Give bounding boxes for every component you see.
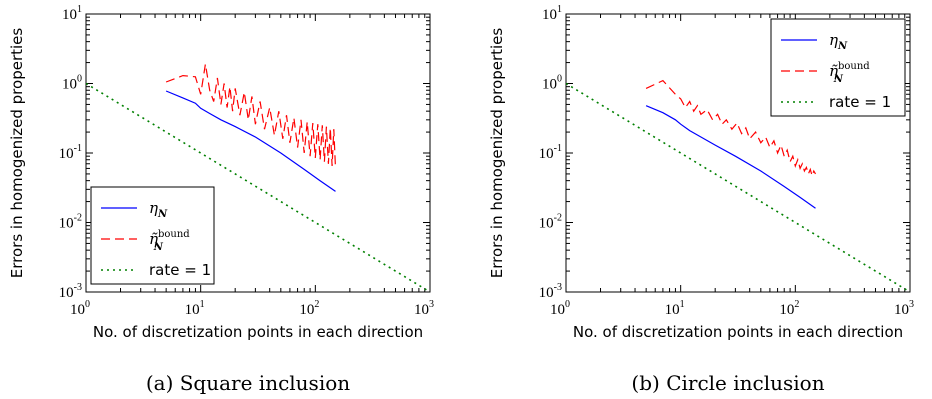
x-tick-label: 103 <box>894 299 914 318</box>
y-tick-label: 100 <box>62 74 82 93</box>
legend-box <box>770 18 906 117</box>
y-tick-label: 10-3 <box>539 282 562 301</box>
legend-box <box>90 186 215 285</box>
series-group <box>566 79 910 292</box>
series-line-1 <box>165 64 337 169</box>
y-tick-label: 10-1 <box>539 143 562 162</box>
x-tick-label: 100 <box>550 299 570 318</box>
series-line-0 <box>165 90 336 192</box>
y-tick-label: 100 <box>542 74 562 93</box>
y-tick-label: 10-2 <box>59 213 82 232</box>
x-tick-label: 101 <box>665 299 685 318</box>
series-line-1 <box>645 79 817 178</box>
x-axis-label: No. of discretization points in each dir… <box>573 323 903 341</box>
y-tick-label: 10-3 <box>59 282 82 301</box>
legend: ηN η̃bound N rate = 1 <box>90 186 215 285</box>
legend-label-2: rate = 1 <box>149 261 211 279</box>
x-tick-label: 101 <box>185 299 205 318</box>
legend-label-1: η̃bound N <box>149 229 190 253</box>
panel-caption: (a) Square inclusion <box>146 371 350 395</box>
chart-panel-square: 100 101 102 103 10-3 10-2 10-1 100 101 No. of di… <box>8 4 434 395</box>
x-tick-label: 103 <box>414 299 434 318</box>
series-line-2 <box>566 82 910 292</box>
series-group <box>86 64 430 292</box>
tick-labels: 100 101 102 103 10-3 10-2 10-1 100 101 <box>59 4 434 318</box>
x-axis-label: No. of discretization points in each dir… <box>93 323 423 341</box>
x-tick-label: 102 <box>299 299 319 318</box>
panel-caption: (b) Circle inclusion <box>631 371 824 395</box>
series-line-2 <box>86 82 430 292</box>
y-axis-label: Errors in homogenized properties <box>488 28 506 279</box>
y-tick-label: 101 <box>62 4 82 23</box>
legend-label-0: ηN <box>829 31 848 52</box>
legend-label-2: rate = 1 <box>829 93 891 111</box>
y-tick-label: 101 <box>542 4 562 23</box>
legend-label-1: η̃bound N <box>829 61 870 85</box>
chart-panel-circle: 100 101 102 103 10-3 10-2 10-1 100 101 No. of di… <box>488 4 914 395</box>
y-axis-label: Errors in homogenized properties <box>8 28 26 279</box>
series-line-0 <box>645 105 816 209</box>
legend-label-0: ηN <box>149 199 168 220</box>
legend: ηN η̃bound N rate = 1 <box>770 18 906 117</box>
y-tick-label: 10-2 <box>539 213 562 232</box>
tick-labels: 100 101 102 103 10-3 10-2 10-1 100 101 <box>539 4 914 318</box>
x-tick-label: 102 <box>779 299 799 318</box>
x-tick-label: 100 <box>70 299 90 318</box>
y-tick-label: 10-1 <box>59 143 82 162</box>
